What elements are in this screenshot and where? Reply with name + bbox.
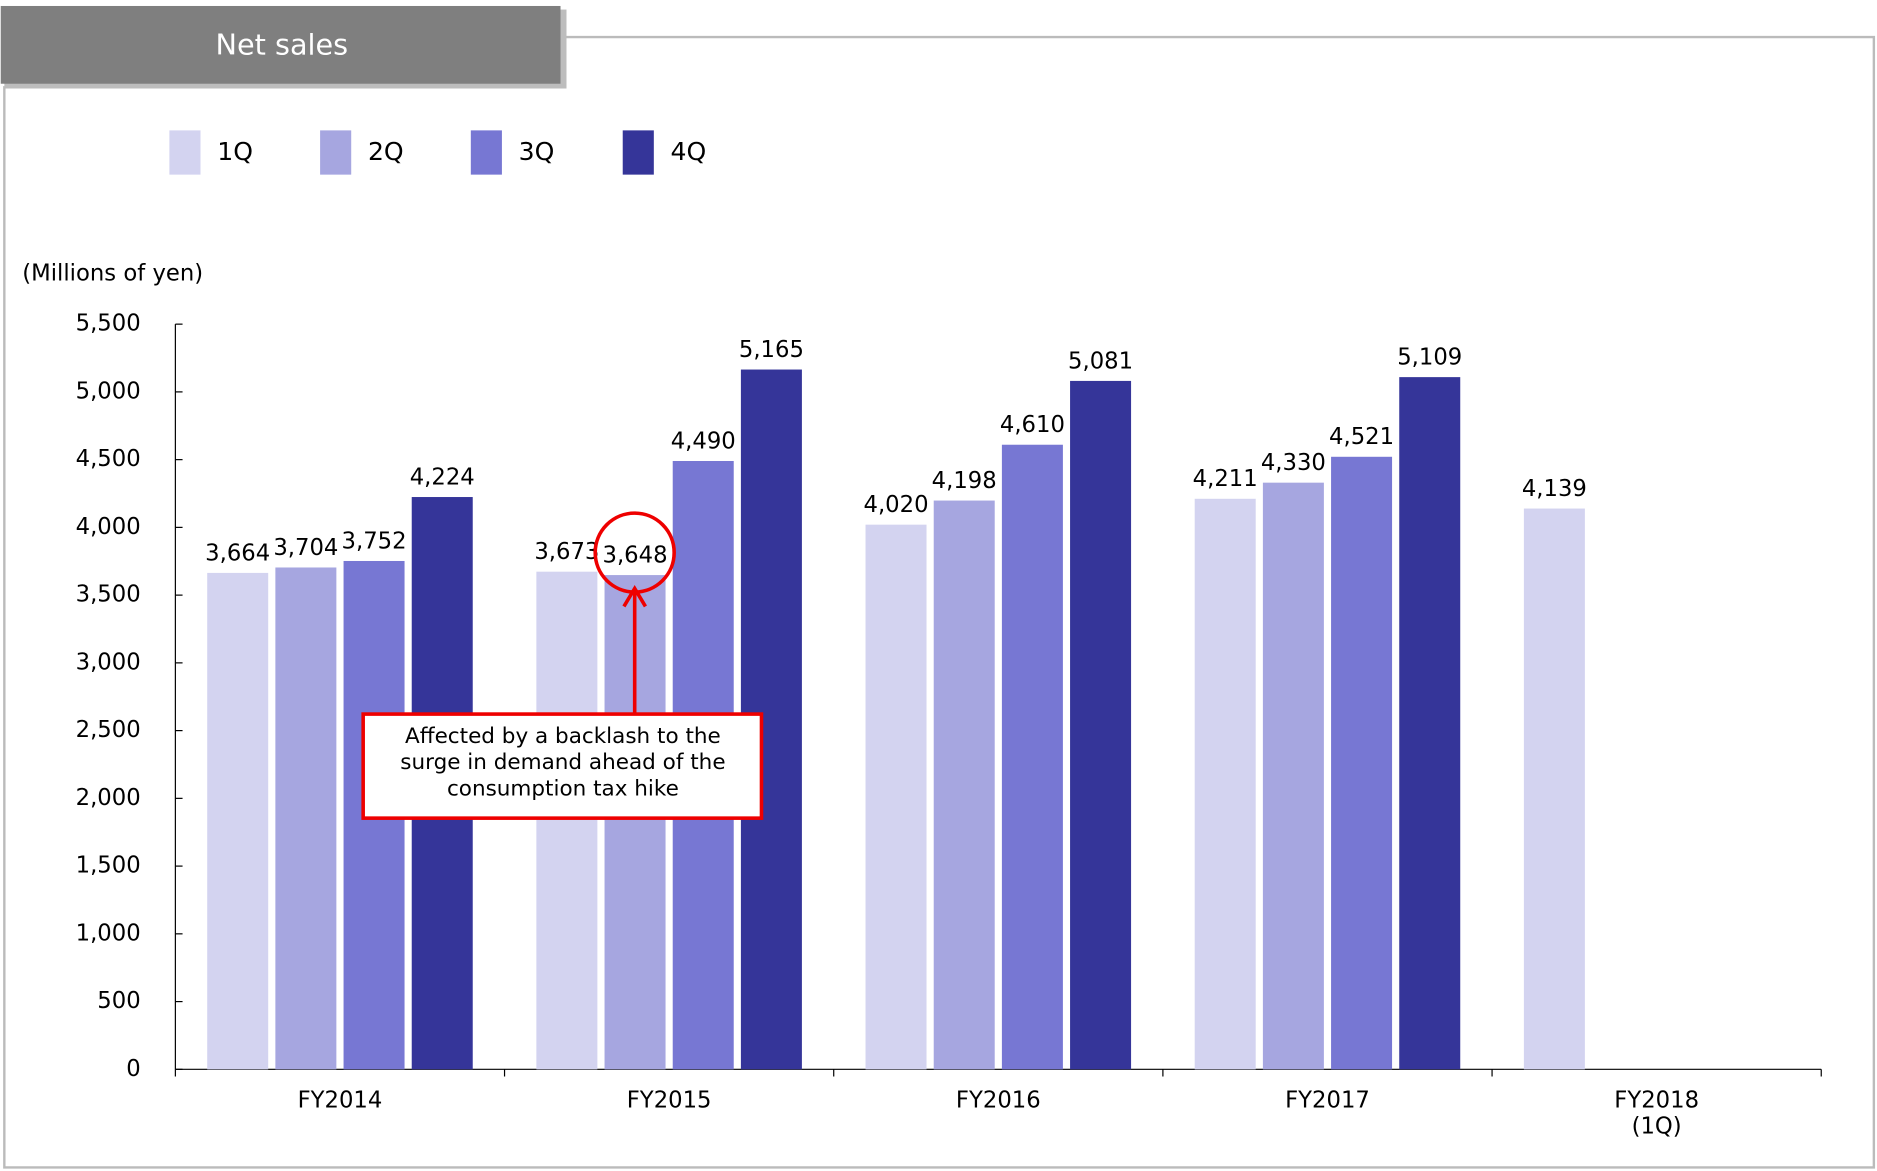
data-label: 4,224 bbox=[410, 464, 475, 490]
y-axis-label: (Millions of yen) bbox=[22, 260, 203, 286]
data-label: 4,139 bbox=[1522, 476, 1587, 502]
y-tick-label: 4,000 bbox=[76, 514, 141, 540]
data-label: 3,673 bbox=[534, 539, 599, 565]
data-label: 4,198 bbox=[932, 468, 997, 494]
legend-swatch bbox=[169, 130, 201, 175]
x-tick-label: FY2017 bbox=[1285, 1087, 1370, 1113]
frame bbox=[3, 35, 1876, 1169]
title-box bbox=[0, 5, 561, 84]
bar bbox=[1262, 482, 1324, 1070]
data-label: 4,521 bbox=[1329, 424, 1394, 450]
y-tick-label: 5,000 bbox=[76, 378, 141, 404]
arrow-head bbox=[622, 585, 647, 608]
bar bbox=[275, 567, 337, 1070]
y-tick-label: 2,500 bbox=[76, 717, 141, 743]
bar bbox=[1070, 380, 1132, 1070]
y-tick-label: 4,500 bbox=[76, 446, 141, 472]
legend-label: 1Q bbox=[217, 137, 253, 166]
y-tick-label: 3,000 bbox=[76, 649, 141, 675]
data-label: 3,752 bbox=[342, 528, 407, 554]
legend-label: 3Q bbox=[519, 137, 555, 166]
bar bbox=[1001, 444, 1063, 1070]
y-tick-label: 2,000 bbox=[76, 785, 141, 811]
chart-title: Net sales bbox=[216, 28, 349, 62]
annotation-box bbox=[361, 712, 764, 820]
bar bbox=[933, 500, 995, 1070]
x-tick-label: FY2014 bbox=[298, 1087, 383, 1113]
y-tick-label: 1,500 bbox=[76, 853, 141, 879]
bar bbox=[207, 572, 269, 1070]
legend-swatch bbox=[320, 130, 352, 175]
annotation-text: consumption tax hike bbox=[447, 776, 679, 801]
y-tick-label: 5,500 bbox=[76, 311, 141, 337]
bar bbox=[1194, 498, 1256, 1070]
data-label: 5,109 bbox=[1397, 344, 1462, 370]
bar bbox=[865, 524, 927, 1070]
bar bbox=[536, 571, 598, 1070]
y-tick-label: 0 bbox=[126, 1056, 140, 1082]
data-label: 3,648 bbox=[603, 542, 668, 568]
x-tick-label: FY2016 bbox=[956, 1087, 1041, 1113]
bar bbox=[1331, 456, 1393, 1070]
y-tick-label: 3,500 bbox=[76, 582, 141, 608]
x-tick-label: FY2015 bbox=[627, 1087, 712, 1113]
data-label: 4,610 bbox=[1000, 412, 1065, 438]
y-tick-label: 1,000 bbox=[76, 920, 141, 946]
data-label: 4,211 bbox=[1193, 466, 1258, 492]
x-tick-label: FY2018 (1Q) bbox=[1614, 1087, 1699, 1139]
legend-swatch bbox=[622, 130, 654, 175]
data-label: 4,020 bbox=[864, 492, 929, 518]
legend-label: 4Q bbox=[671, 137, 707, 166]
data-label: 3,664 bbox=[205, 540, 270, 566]
data-label: 3,704 bbox=[273, 535, 338, 561]
legend-swatch bbox=[470, 130, 502, 175]
data-label: 4,490 bbox=[671, 428, 736, 454]
annotation-text: Affected by a backlash to the bbox=[405, 724, 721, 749]
data-label: 5,081 bbox=[1068, 348, 1133, 374]
bar bbox=[1523, 508, 1585, 1070]
annotation-text: surge in demand ahead of the bbox=[400, 750, 725, 775]
data-label: 5,165 bbox=[739, 337, 804, 363]
legend-label: 2Q bbox=[368, 137, 404, 166]
y-tick-label: 500 bbox=[97, 988, 140, 1014]
data-label: 4,330 bbox=[1261, 450, 1326, 476]
bar bbox=[1399, 377, 1461, 1070]
